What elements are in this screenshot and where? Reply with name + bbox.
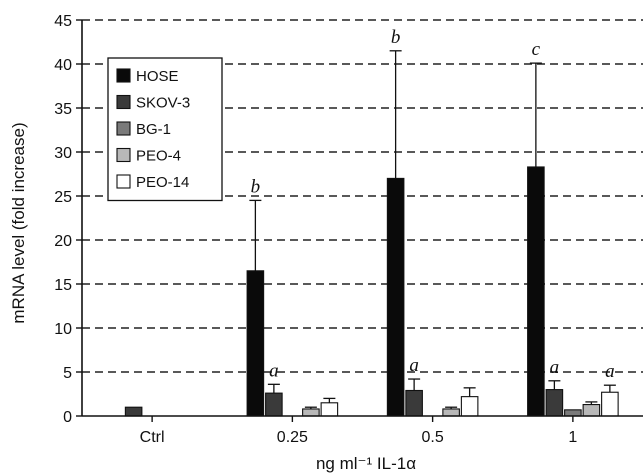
y-tick-label: 20: [54, 233, 72, 250]
legend-label: PEO-14: [136, 174, 189, 191]
bar-peo-14: [460, 396, 479, 417]
legend: HOSE SKOV-3 BG-1 PEO-4 PEO-14: [107, 57, 223, 202]
bar-layer: b a b a c a a: [124, 27, 619, 417]
axis-layer: 0 5 10 15 20 25 30 35 40 45 Ctrl 0.25 0.5 1: [54, 13, 643, 446]
significance-label: b: [251, 176, 261, 197]
significance-label: b: [391, 27, 401, 48]
legend-swatch: [116, 174, 131, 189]
bar-peo-4: [302, 408, 320, 417]
y-tick-label: 45: [54, 13, 72, 30]
x-axis-title: ng ml⁻¹ IL-1α: [316, 454, 416, 473]
x-tick-label: 0.5: [422, 429, 444, 446]
y-tick-label: 30: [54, 145, 72, 162]
y-tick-label: 0: [63, 409, 72, 426]
significance-label: c: [532, 39, 541, 60]
significance-label: a: [269, 360, 279, 381]
bar-hose: [527, 166, 545, 417]
bar-peo-4: [582, 404, 601, 417]
y-tick-label: 10: [54, 321, 72, 338]
bar-hose: [386, 177, 405, 417]
legend-label: BG-1: [136, 121, 171, 138]
legend-label: SKOV-3: [136, 95, 190, 112]
significance-label: a: [409, 355, 419, 376]
legend-swatch: [116, 94, 131, 110]
legend-label: PEO-4: [136, 148, 181, 165]
y-tick-label: 15: [54, 277, 72, 294]
x-tick-label: 1: [568, 429, 577, 446]
y-axis-title: mRNA level (fold increase): [9, 122, 28, 323]
bar-peo-14: [320, 402, 339, 417]
bar-hose: [246, 270, 265, 417]
legend-swatch: [116, 68, 131, 83]
bar-peo-14: [601, 391, 619, 417]
x-tick-label: 0.25: [277, 429, 308, 446]
significance-label: a: [550, 357, 560, 378]
legend-label: HOSE: [136, 68, 179, 85]
bar-skov-3: [405, 389, 423, 417]
bar-bg-1: [564, 409, 582, 417]
legend-swatch: [116, 121, 131, 136]
y-tick-label: 25: [54, 189, 72, 206]
bar-skov-3: [545, 389, 564, 417]
x-tick-label: Ctrl: [140, 429, 165, 446]
bar-skov-3: [124, 406, 143, 417]
bar-skov-3: [265, 392, 283, 417]
y-tick-label: 40: [54, 57, 72, 74]
y-tick-label: 5: [63, 365, 72, 382]
y-tick-label: 35: [54, 101, 72, 118]
significance-label: a: [605, 361, 615, 382]
bar-peo-4: [442, 408, 460, 417]
legend-swatch: [116, 147, 131, 163]
